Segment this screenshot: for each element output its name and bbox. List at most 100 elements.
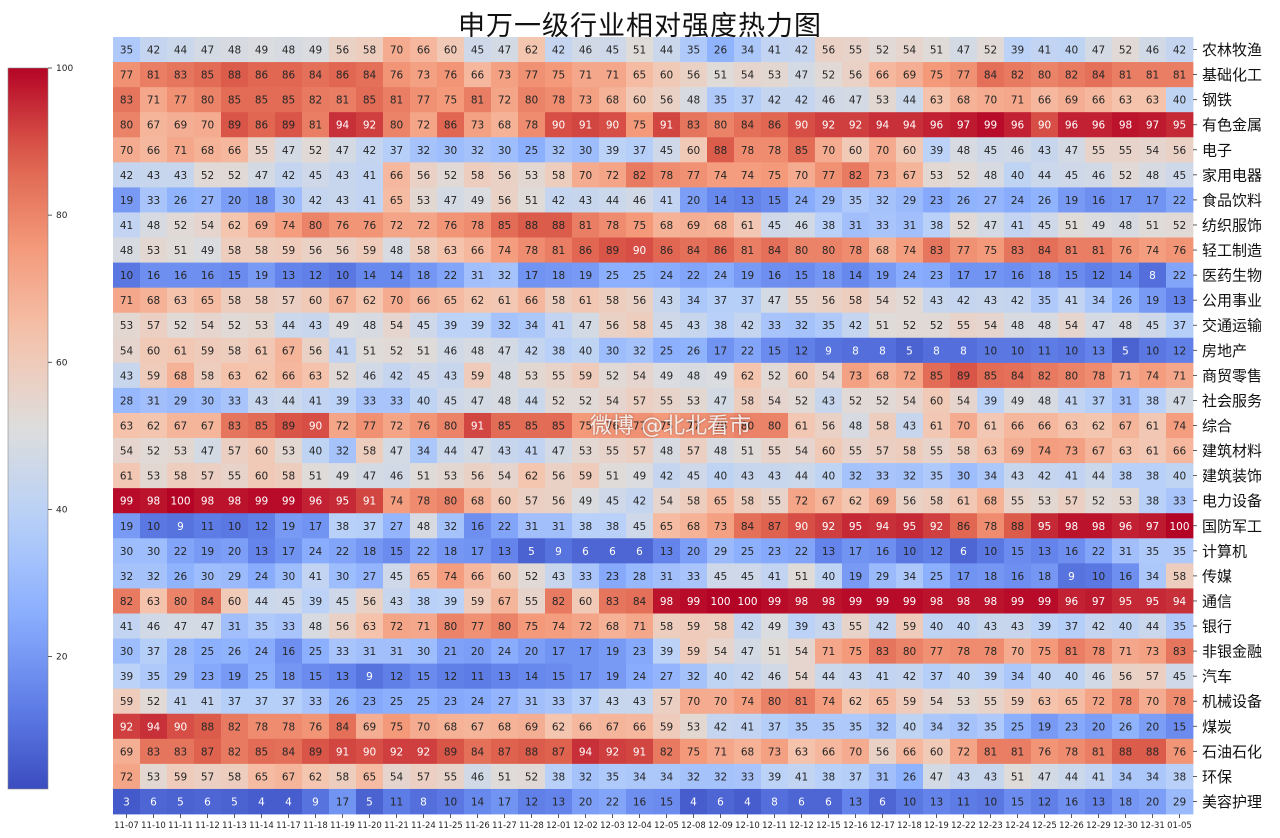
heatmap-cell: [248, 237, 276, 263]
heatmap-cell: [545, 563, 573, 589]
cell-value-label: 10: [336, 270, 349, 282]
heatmap-cell: [950, 463, 978, 489]
cell-value-label: 84: [363, 70, 377, 82]
heatmap-cell: [383, 362, 411, 389]
cell-value-label: 56: [1173, 145, 1187, 157]
heatmap-cell: [356, 513, 384, 539]
cell-value-label: 100: [710, 596, 730, 608]
heatmap-cell: [221, 87, 249, 113]
cell-value-label: 55: [768, 446, 781, 458]
cell-value-label: 32: [633, 345, 646, 357]
cell-value-label: 58: [552, 295, 565, 307]
heatmap-cell: [1031, 638, 1059, 665]
cell-value-label: 77: [471, 621, 484, 633]
cell-value-label: 25: [309, 646, 322, 658]
heatmap-cell: [1085, 287, 1113, 314]
heatmap-cell: [437, 212, 465, 238]
heatmap-cell: [761, 613, 789, 639]
heatmap-cell: [248, 312, 276, 339]
heatmap-cell: [1085, 162, 1113, 188]
heatmap-cell: [788, 187, 816, 213]
heatmap-cell: [869, 287, 897, 314]
cell-value-label: 47: [930, 771, 943, 783]
heatmap-cell: [923, 87, 951, 113]
heatmap-cell: [329, 438, 357, 464]
cell-value-label: 15: [390, 546, 403, 558]
cell-value-label: 43: [444, 370, 457, 382]
heatmap-cell: [707, 713, 735, 740]
cell-value-label: 60: [903, 145, 916, 157]
cell-value-label: 52: [795, 395, 808, 407]
cell-value-label: 48: [849, 421, 862, 433]
cell-value-label: 35: [1173, 621, 1186, 633]
cell-value-label: 45: [1173, 170, 1186, 182]
heatmap-cell: [491, 137, 519, 163]
heatmap-cell: [221, 488, 249, 514]
heatmap-cell: [1085, 187, 1113, 213]
cell-value-label: 54: [498, 471, 512, 483]
cell-value-label: 45: [768, 220, 781, 232]
cell-value-label: 10: [120, 270, 133, 282]
heatmap-cell: [842, 62, 870, 88]
cell-value-label: 75: [579, 421, 592, 433]
cell-value-label: 38: [822, 771, 835, 783]
cell-value-label: 61: [795, 421, 808, 433]
heatmap-cell: [1112, 287, 1140, 314]
cell-value-label: 51: [606, 471, 619, 483]
heatmap-cell: [167, 438, 195, 464]
heatmap-cell: [1139, 738, 1167, 765]
heatmap-cell: [950, 563, 978, 589]
heatmap-cell: [140, 287, 168, 314]
heatmap-cell: [626, 162, 654, 188]
cell-value-label: 81: [336, 95, 349, 107]
cell-value-label: 42: [309, 195, 322, 207]
cell-value-label: 68: [876, 370, 889, 382]
heatmap-cell: [1085, 463, 1113, 489]
heatmap-cell: [1166, 212, 1194, 238]
cell-value-label: 53: [525, 370, 538, 382]
cell-value-label: 16: [1011, 571, 1025, 583]
heatmap-cell: [572, 337, 600, 364]
cell-value-label: 77: [363, 421, 376, 433]
heatmap-cell: [464, 312, 492, 339]
heatmap-cell: [545, 362, 573, 389]
heatmap-cell: [1004, 62, 1032, 88]
row-label: 房地产: [1202, 342, 1247, 360]
cell-value-label: 78: [714, 421, 727, 433]
cell-value-label: 31: [552, 521, 565, 533]
cell-value-label: 38: [714, 320, 727, 332]
heatmap-cell: [950, 162, 978, 188]
heatmap-cell: [869, 62, 897, 88]
heatmap-cell: [275, 763, 303, 790]
cell-value-label: 86: [336, 70, 350, 82]
cell-value-label: 11: [957, 796, 970, 808]
heatmap-cell: [437, 62, 465, 88]
cell-value-label: 81: [1146, 70, 1159, 82]
heatmap-cell: [437, 287, 465, 314]
watermark: 微博 @北北看市: [590, 414, 751, 439]
heatmap-cell: [1058, 162, 1086, 188]
cell-value-label: 68: [201, 145, 214, 157]
cell-value-label: 23: [606, 571, 619, 583]
heatmap-cell: [734, 312, 762, 339]
cell-value-label: 6: [798, 796, 805, 808]
heatmap-cell: [1166, 262, 1194, 289]
cell-value-label: 57: [687, 446, 700, 458]
heatmap-cell: [1004, 312, 1032, 339]
cell-value-label: 6: [204, 796, 211, 808]
heatmap-cell: [599, 688, 627, 715]
cell-value-label: 52: [876, 395, 889, 407]
cell-value-label: 97: [957, 120, 970, 132]
cell-value-label: 45: [660, 320, 673, 332]
cell-value-label: 87: [552, 746, 565, 758]
heatmap-cell: [896, 237, 924, 263]
heatmap-cell: [194, 638, 222, 665]
cell-value-label: 12: [525, 796, 538, 808]
heatmap-cell: [788, 588, 816, 614]
cell-value-label: 43: [120, 370, 133, 382]
heatmap-cell: [275, 638, 303, 665]
heatmap-cell: [194, 788, 222, 815]
cell-value-label: 39: [471, 320, 484, 332]
cell-value-label: 63: [930, 95, 943, 107]
cell-value-label: 66: [579, 721, 593, 733]
